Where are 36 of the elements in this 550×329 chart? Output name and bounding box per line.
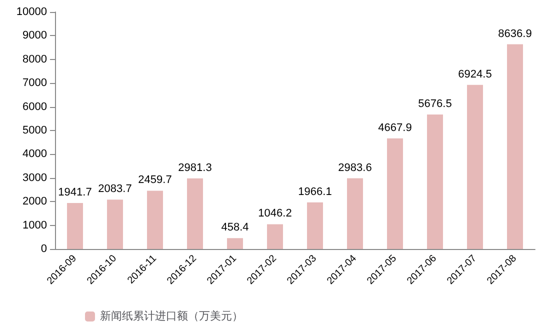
bar (387, 138, 403, 249)
y-tick-label: 0 (40, 243, 47, 255)
data-label: 1966.1 (298, 186, 332, 198)
y-tick-label: 9000 (22, 30, 47, 42)
data-label: 2083.7 (98, 183, 132, 196)
data-label: 4667.9 (378, 122, 412, 134)
bar (227, 238, 243, 249)
bar (107, 200, 123, 249)
bar (347, 178, 363, 249)
data-label: 1941.7 (58, 186, 92, 198)
bar (307, 202, 323, 249)
y-tick-label: 8000 (22, 53, 47, 66)
y-tick-label: 3000 (22, 172, 47, 184)
data-label: 2459.7 (138, 174, 172, 186)
bar (507, 44, 523, 249)
y-tick-label: 7000 (22, 77, 47, 90)
bar (67, 202, 83, 249)
legend-label: 新闻纸累计进口额（万美元） (100, 310, 243, 322)
y-tick-label: 1000 (22, 219, 47, 232)
y-tick-label: 5000 (22, 124, 47, 136)
bar (427, 114, 443, 249)
bar (187, 178, 203, 249)
y-tick-label: 10000 (16, 6, 47, 18)
bar (147, 190, 163, 249)
data-label: 458.4 (221, 222, 249, 234)
data-label: 8636.9 (498, 28, 532, 40)
data-label: 6924.5 (458, 68, 492, 80)
data-label: 2981.3 (178, 162, 212, 174)
bar (267, 224, 283, 249)
y-tick-label: 4000 (22, 148, 47, 160)
y-tick-label: 2000 (22, 196, 47, 208)
y-tick-label: 6000 (22, 100, 47, 113)
data-label: 2983.6 (338, 162, 372, 174)
data-label: 5676.5 (418, 98, 452, 110)
bar (467, 84, 483, 249)
data-label: 1046.2 (258, 208, 292, 220)
